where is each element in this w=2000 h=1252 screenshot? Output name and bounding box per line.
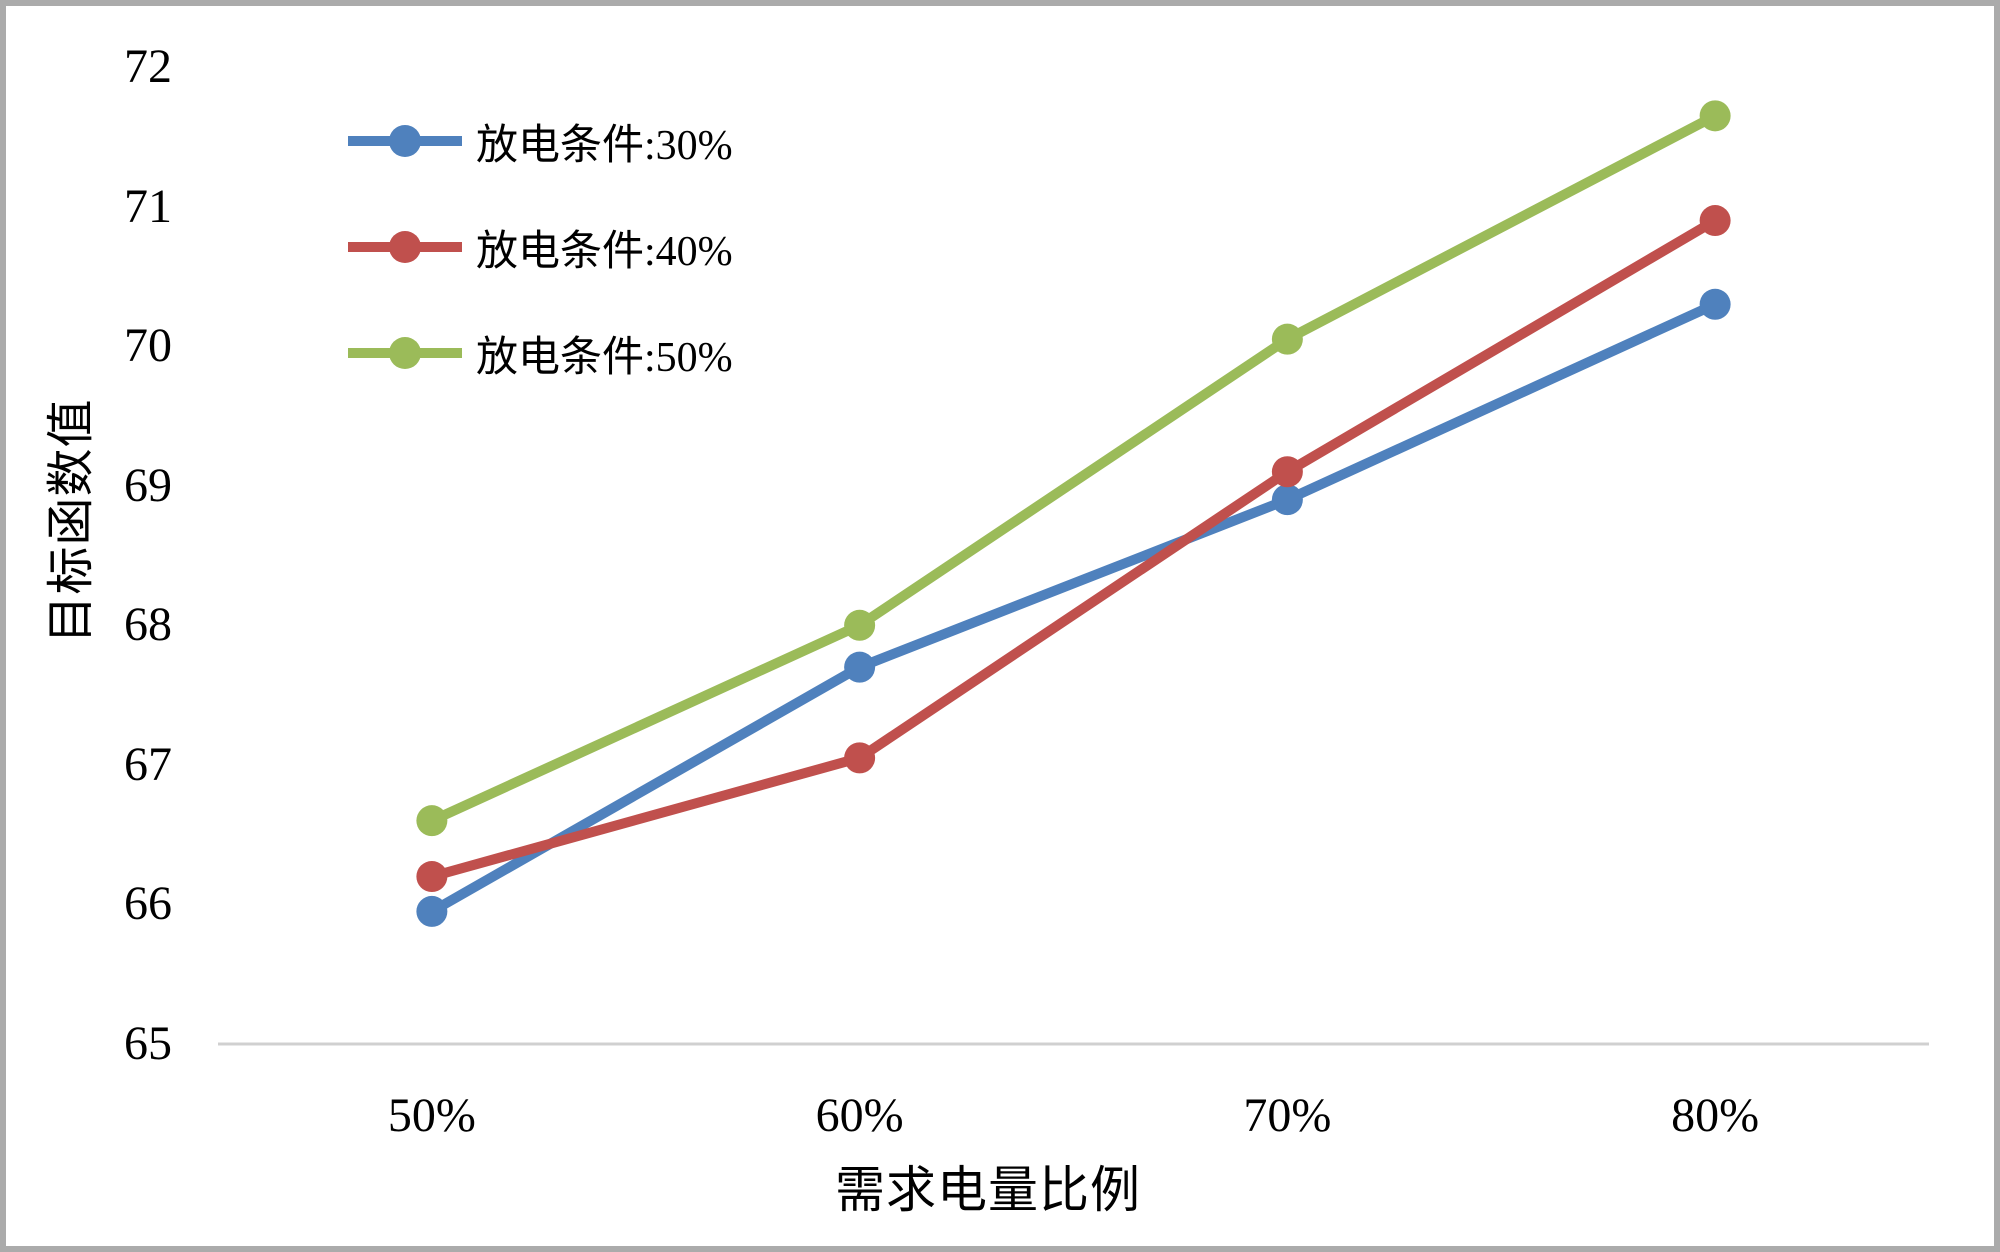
y-axis-tick-label: 66 [124,877,172,931]
y-axis-tick-label: 65 [124,1017,172,1070]
data-point [1699,205,1731,237]
legend-item: 放电条件:40% [348,194,733,300]
y-axis-tick-label: 70 [124,319,172,373]
y-axis-tick-label: 71 [124,179,172,233]
legend-item-label: 放电条件:40% [476,228,733,275]
y-axis-tick-label: 72 [124,40,172,93]
legend-item: 放电条件:50% [348,300,733,406]
data-point [844,651,876,683]
legend-line-marker-icon [348,337,462,369]
legend-line-marker-icon [348,125,462,157]
x-axis-tick-label: 80% [1671,1089,1760,1142]
y-axis-tick-label: 69 [124,458,172,512]
x-axis-title: 需求电量比例 [835,1162,1141,1218]
y-axis-title: 目标函数值 [45,398,98,644]
legend-line-marker-icon [348,231,462,263]
data-point [416,805,448,837]
legend-item: 放电条件:30% [348,88,733,194]
y-axis-tick-label: 68 [124,598,172,652]
data-point [1699,100,1731,132]
legend-item-label: 放电条件:30% [476,122,733,169]
legend: 放电条件:30% 放电条件:40% 放电条件:50% [348,88,733,406]
data-point [844,742,876,774]
data-point [1271,456,1303,488]
series-line-1 [430,216,1718,882]
data-point [1699,288,1731,320]
x-axis-tick-label: 70% [1243,1089,1332,1142]
y-axis-tick-label: 67 [124,737,172,791]
x-axis-tick-label: 60% [815,1089,904,1142]
data-point [416,861,448,893]
x-axis-tick-label: 50% [387,1089,476,1142]
series-line-2 [429,111,1718,826]
legend-item-label: 放电条件:50% [476,334,733,381]
data-point [1271,323,1303,355]
series-line-0 [429,299,1718,916]
data-point [416,895,448,927]
data-point [1271,484,1303,516]
data-point [844,609,876,641]
